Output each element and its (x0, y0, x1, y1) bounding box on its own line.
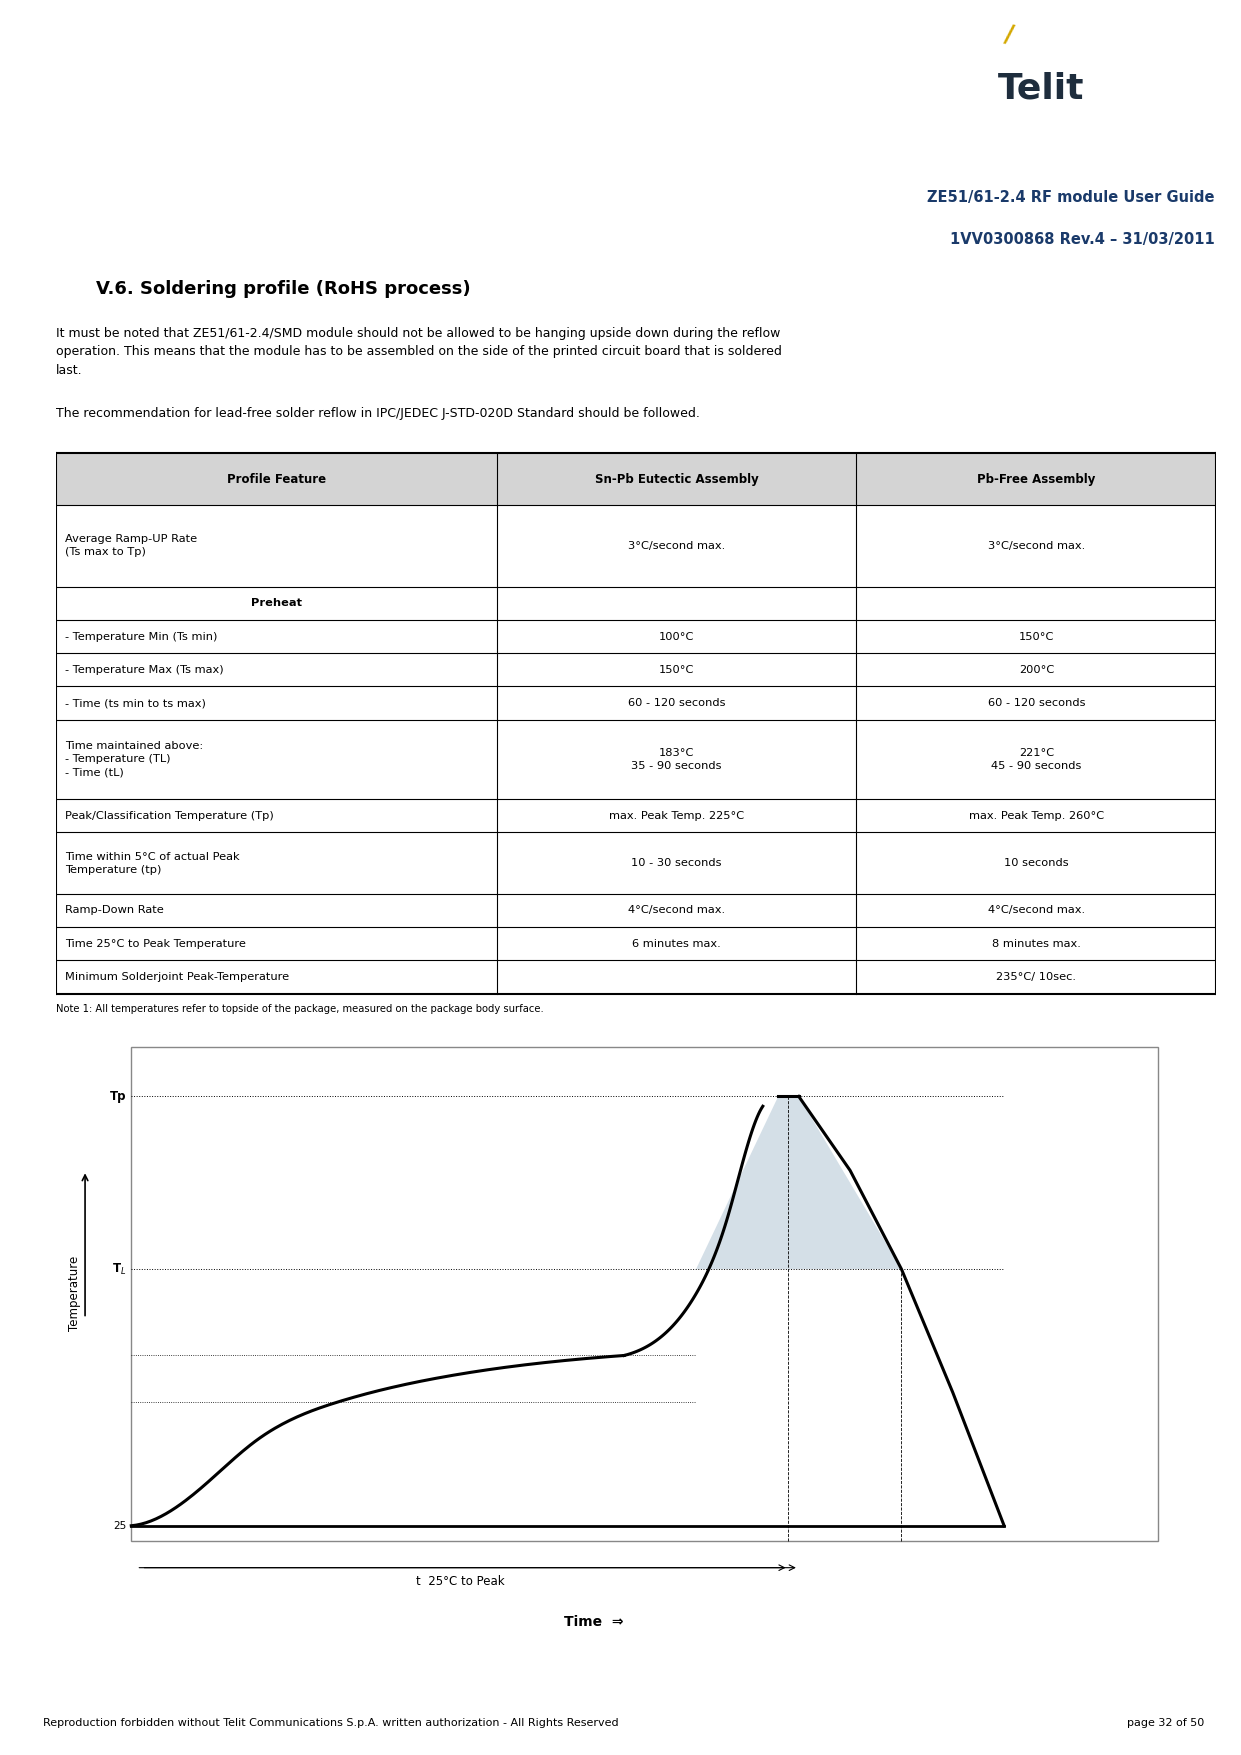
Text: 8 minutes max.: 8 minutes max. (992, 939, 1081, 949)
Text: tp: tp (782, 1058, 794, 1072)
Text: Reproduction forbidden without Telit Communications S.p.A. written authorization: Reproduction forbidden without Telit Com… (43, 1718, 619, 1729)
Text: t$_L$: t$_L$ (840, 1234, 850, 1250)
Text: Tp: Tp (109, 1090, 127, 1102)
Text: T$_L$: T$_L$ (112, 1262, 127, 1276)
Text: 60 - 120 seconds: 60 - 120 seconds (988, 698, 1085, 707)
Text: Minimum Solderjoint Peak-Temperature: Minimum Solderjoint Peak-Temperature (65, 972, 289, 983)
Text: Time within 5°C of actual Peak
Temperature (tp): Time within 5°C of actual Peak Temperatu… (65, 851, 240, 874)
Text: It must be noted that ZE51/61-2.4/SMD module should not be allowed to be hanging: It must be noted that ZE51/61-2.4/SMD mo… (56, 326, 782, 377)
Text: max. Peak Temp. 225°C: max. Peak Temp. 225°C (609, 811, 745, 821)
Text: 3°C/second max.: 3°C/second max. (628, 541, 725, 551)
Polygon shape (696, 1097, 901, 1269)
Text: Sn-Pb Eutectic Assembly: Sn-Pb Eutectic Assembly (594, 472, 758, 486)
Text: Pb-Free Assembly: Pb-Free Assembly (977, 472, 1096, 486)
Text: Telit: Telit (998, 72, 1085, 105)
Text: ZE51/61-2.4 RF module User Guide: ZE51/61-2.4 RF module User Guide (927, 190, 1215, 205)
Text: 4°C/second max.: 4°C/second max. (988, 906, 1085, 916)
Text: Critical Zone
T$_L$ to Tp: Critical Zone T$_L$ to Tp (1014, 1123, 1081, 1150)
Text: 4°C/second max.: 4°C/second max. (628, 906, 725, 916)
Text: 10 - 30 seconds: 10 - 30 seconds (632, 858, 722, 869)
Text: Peak/Classification Temperature (Tp): Peak/Classification Temperature (Tp) (65, 811, 274, 821)
Text: V.6. Soldering profile (RoHS process): V.6. Soldering profile (RoHS process) (97, 281, 472, 298)
Text: Time maintained above:
- Temperature (TL)
- Time (tL): Time maintained above: - Temperature (TL… (65, 741, 204, 777)
Text: 25: 25 (113, 1522, 127, 1530)
Text: 3°C/second max.: 3°C/second max. (988, 541, 1085, 551)
Text: Preheat: Preheat (251, 598, 302, 609)
Text: wireless
solutions: wireless solutions (1142, 68, 1216, 109)
Text: 10 seconds: 10 seconds (1004, 858, 1069, 869)
Text: 1VV0300868 Rev.4 – 31/03/2011: 1VV0300868 Rev.4 – 31/03/2011 (951, 232, 1215, 247)
Text: 6 minutes max.: 6 minutes max. (632, 939, 721, 949)
Text: - Temperature Max (Ts max): - Temperature Max (Ts max) (65, 665, 223, 676)
Bar (56, 453, 1216, 505)
Text: Ts$_{max}$: Ts$_{max}$ (172, 1332, 202, 1346)
Text: Time 25°C to Peak Temperature: Time 25°C to Peak Temperature (65, 939, 246, 949)
Text: Note 1: All temperatures refer to topside of the package, measured on the packag: Note 1: All temperatures refer to topsid… (56, 1004, 544, 1014)
Text: The recommendation for lead-free solder reflow in IPC/JEDEC J-STD-020D Standard : The recommendation for lead-free solder … (56, 407, 700, 419)
Text: Ts$_{min}$: Ts$_{min}$ (172, 1437, 200, 1451)
Text: Temperature: Temperature (68, 1257, 82, 1332)
Text: - Temperature Min (Ts min): - Temperature Min (Ts min) (65, 632, 217, 642)
Text: 100°C: 100°C (659, 632, 694, 642)
Text: Average Ramp-UP Rate
(Ts max to Tp): Average Ramp-UP Rate (Ts max to Tp) (65, 534, 197, 558)
Text: 60 - 120 seconds: 60 - 120 seconds (628, 698, 726, 707)
Text: t  25°C to Peak: t 25°C to Peak (416, 1574, 504, 1588)
Text: /: / (1003, 21, 1015, 47)
Text: 150°C: 150°C (1019, 632, 1054, 642)
Text: 200°C: 200°C (1019, 665, 1054, 676)
Bar (132, 1048, 1158, 1541)
Text: 221°C
45 - 90 seconds: 221°C 45 - 90 seconds (992, 748, 1081, 770)
Text: Ramp-Down Rate: Ramp-Down Rate (65, 906, 164, 916)
Text: 183°C
35 - 90 seconds: 183°C 35 - 90 seconds (632, 748, 722, 770)
Text: 150°C: 150°C (659, 665, 694, 676)
Text: Profile Feature: Profile Feature (227, 472, 326, 486)
Text: page 32 of 50: page 32 of 50 (1127, 1718, 1204, 1729)
Text: - Time (ts min to ts max): - Time (ts min to ts max) (65, 698, 206, 707)
Text: Ramp-down: Ramp-down (835, 1313, 906, 1325)
Text: 235°C/ 10sec.: 235°C/ 10sec. (997, 972, 1076, 983)
Text: max. Peak Temp. 260°C: max. Peak Temp. 260°C (969, 811, 1104, 821)
Text: Ramp-up: Ramp-up (567, 1188, 620, 1202)
Text: Time  ⇒: Time ⇒ (563, 1615, 623, 1629)
Text: ts
Preheat: ts Preheat (355, 1432, 401, 1460)
